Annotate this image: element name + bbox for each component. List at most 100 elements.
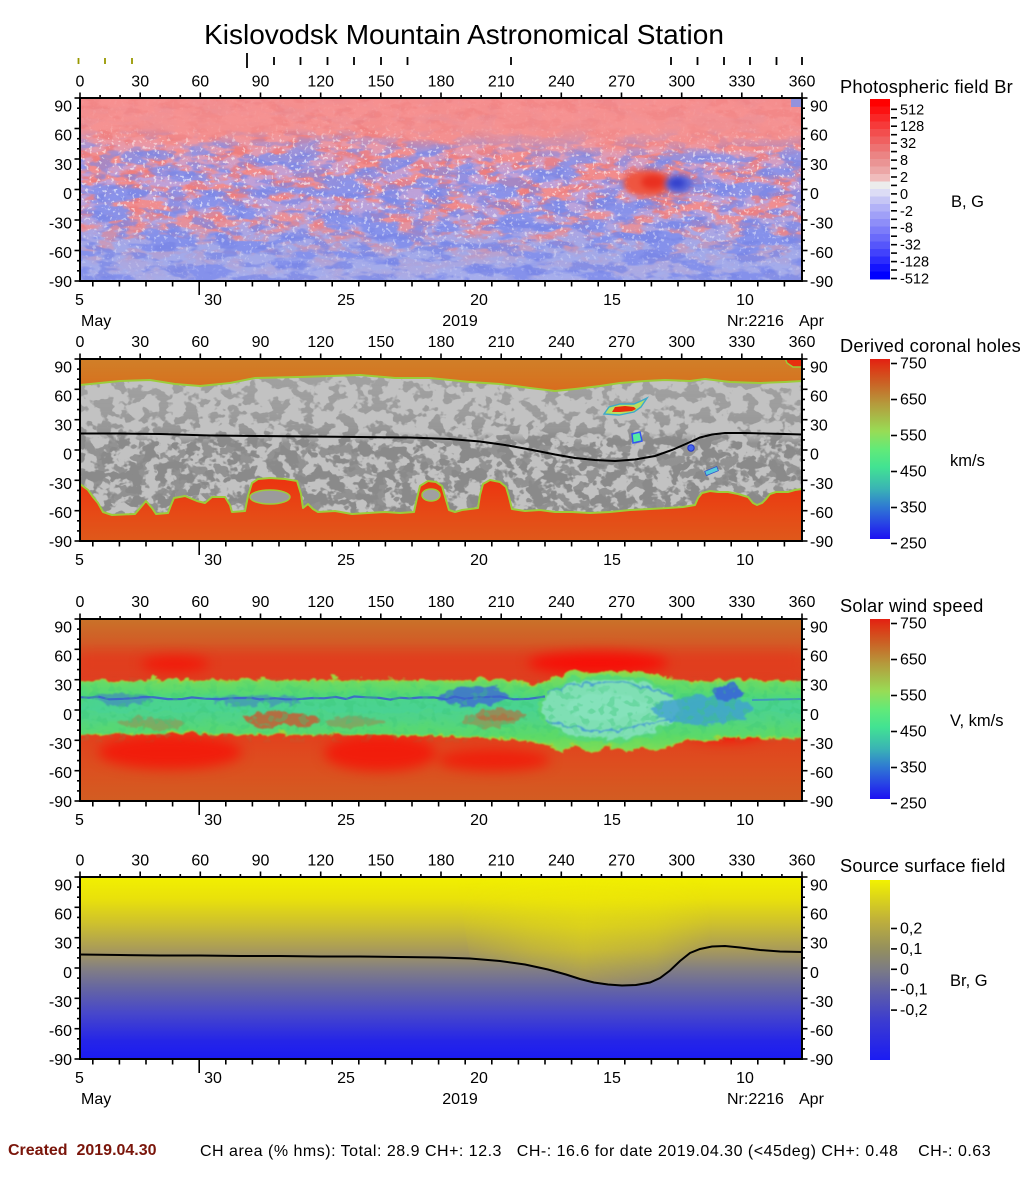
svg-text:10: 10 [736, 812, 754, 829]
svg-text:180: 180 [428, 334, 455, 351]
svg-text:210: 210 [488, 334, 515, 351]
svg-text:60: 60 [54, 907, 72, 924]
svg-text:250: 250 [900, 536, 927, 553]
svg-text:Nr:2216: Nr:2216 [727, 1091, 784, 1108]
svg-text:2019: 2019 [442, 1091, 478, 1108]
svg-text:-30: -30 [49, 736, 72, 753]
svg-text:-60: -60 [810, 1023, 833, 1040]
svg-text:30: 30 [204, 552, 222, 569]
svg-text:10: 10 [736, 552, 754, 569]
svg-text:CH area (% hms): Total: 28.9 C: CH area (% hms): Total: 28.9 CH+: 12.3 C… [200, 1143, 991, 1160]
svg-text:Created 2019.04.30: Created 2019.04.30 [8, 1142, 157, 1159]
svg-text:30: 30 [54, 157, 72, 174]
svg-text:60: 60 [54, 649, 72, 666]
svg-text:5: 5 [75, 812, 84, 829]
svg-text:30: 30 [54, 678, 72, 695]
svg-text:150: 150 [367, 594, 394, 611]
svg-text:90: 90 [252, 334, 270, 351]
svg-text:512: 512 [900, 102, 924, 118]
svg-text:-60: -60 [810, 765, 833, 782]
svg-text:km/s: km/s [950, 452, 985, 470]
svg-text:-30: -30 [810, 216, 833, 233]
svg-text:0: 0 [63, 707, 72, 724]
svg-text:30: 30 [131, 74, 149, 91]
svg-text:8: 8 [900, 153, 908, 169]
svg-text:30: 30 [131, 334, 149, 351]
svg-text:0: 0 [76, 853, 85, 870]
svg-text:0,2: 0,2 [900, 921, 922, 938]
svg-text:210: 210 [488, 853, 515, 870]
svg-text:330: 330 [728, 334, 755, 351]
svg-text:300: 300 [668, 334, 695, 351]
svg-text:20: 20 [470, 292, 488, 309]
svg-text:60: 60 [54, 128, 72, 145]
svg-text:10: 10 [736, 1070, 754, 1087]
svg-text:30: 30 [54, 936, 72, 953]
svg-text:270: 270 [608, 334, 635, 351]
svg-text:180: 180 [428, 853, 455, 870]
svg-text:150: 150 [367, 853, 394, 870]
svg-text:150: 150 [367, 74, 394, 91]
svg-text:90: 90 [252, 594, 270, 611]
svg-text:90: 90 [54, 619, 72, 636]
svg-text:60: 60 [191, 74, 209, 91]
svg-text:0: 0 [900, 187, 908, 203]
svg-text:-60: -60 [49, 1023, 72, 1040]
svg-text:30: 30 [810, 678, 828, 695]
svg-text:-90: -90 [49, 794, 72, 811]
svg-text:-0,2: -0,2 [900, 1002, 928, 1019]
svg-text:128: 128 [900, 119, 924, 135]
svg-text:30: 30 [204, 292, 222, 309]
svg-text:330: 330 [728, 594, 755, 611]
svg-text:90: 90 [252, 74, 270, 91]
svg-text:350: 350 [900, 500, 927, 517]
svg-text:120: 120 [307, 74, 334, 91]
svg-text:60: 60 [810, 389, 828, 406]
svg-text:350: 350 [900, 760, 927, 777]
svg-text:90: 90 [810, 619, 828, 636]
svg-text:210: 210 [488, 74, 515, 91]
svg-text:-60: -60 [49, 505, 72, 522]
svg-text:550: 550 [900, 428, 927, 445]
svg-text:-0,1: -0,1 [900, 982, 928, 999]
svg-text:B, G: B, G [951, 193, 984, 211]
svg-text:0: 0 [76, 334, 85, 351]
svg-text:25: 25 [337, 552, 355, 569]
svg-text:30: 30 [810, 418, 828, 435]
svg-text:-2: -2 [900, 204, 913, 220]
svg-text:250: 250 [900, 796, 927, 813]
svg-text:-30: -30 [49, 994, 72, 1011]
svg-text:-60: -60 [810, 505, 833, 522]
svg-text:60: 60 [54, 389, 72, 406]
svg-text:90: 90 [252, 853, 270, 870]
svg-text:32: 32 [900, 136, 916, 152]
svg-text:30: 30 [204, 1070, 222, 1087]
svg-text:Source surface field: Source surface field [840, 855, 1006, 876]
svg-text:0: 0 [810, 965, 819, 982]
svg-text:V, km/s: V, km/s [950, 712, 1004, 730]
svg-text:180: 180 [428, 594, 455, 611]
svg-text:120: 120 [307, 334, 334, 351]
svg-text:90: 90 [810, 877, 828, 894]
svg-text:0: 0 [76, 594, 85, 611]
svg-text:0,1: 0,1 [900, 941, 922, 958]
svg-text:25: 25 [337, 292, 355, 309]
svg-text:0: 0 [810, 707, 819, 724]
svg-text:5: 5 [75, 1070, 84, 1087]
svg-text:30: 30 [131, 594, 149, 611]
svg-text:-90: -90 [810, 534, 833, 551]
svg-text:20: 20 [470, 552, 488, 569]
svg-text:90: 90 [810, 359, 828, 376]
svg-text:0: 0 [810, 186, 819, 203]
svg-text:120: 120 [307, 853, 334, 870]
svg-text:270: 270 [608, 853, 635, 870]
svg-text:60: 60 [191, 334, 209, 351]
svg-text:300: 300 [668, 853, 695, 870]
svg-text:Kislovodsk Mountain Astronomic: Kislovodsk Mountain Astronomical Station [204, 19, 724, 50]
svg-text:360: 360 [789, 334, 816, 351]
svg-text:May: May [81, 1091, 111, 1108]
svg-text:0: 0 [810, 447, 819, 464]
svg-text:25: 25 [337, 812, 355, 829]
svg-text:240: 240 [548, 74, 575, 91]
svg-text:60: 60 [191, 853, 209, 870]
